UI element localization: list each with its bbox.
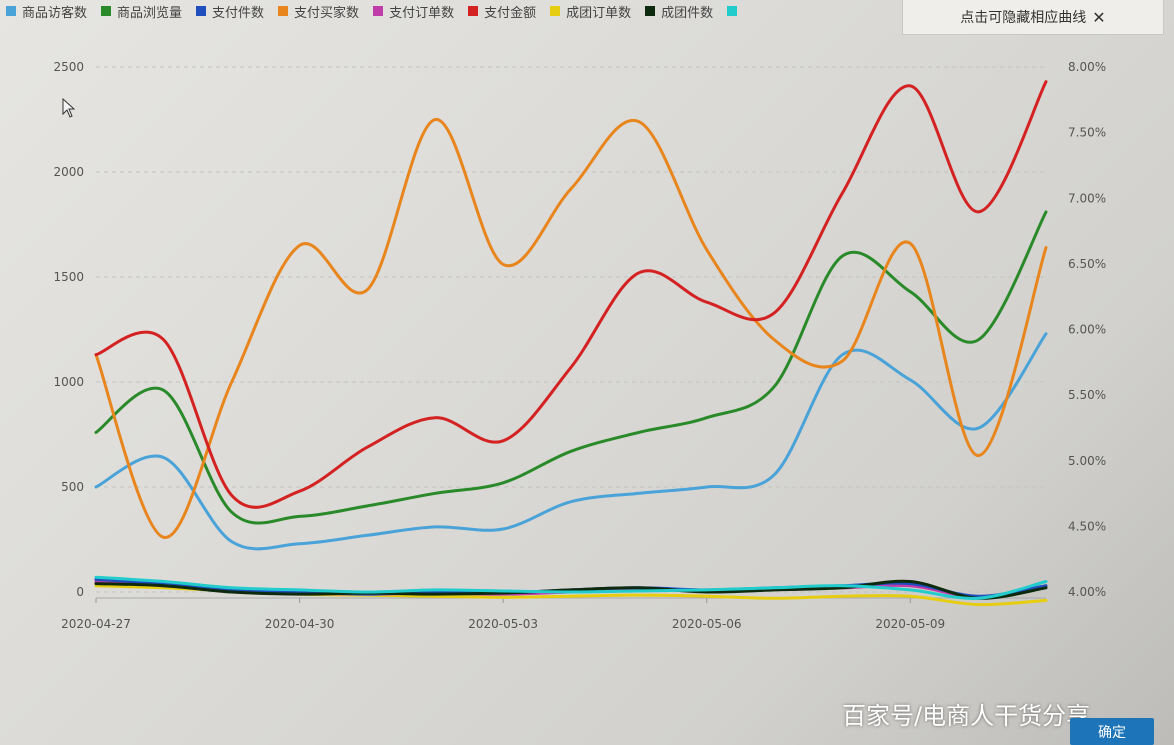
series-line: [94, 118, 1048, 539]
legend-label: 支付买家数: [294, 5, 360, 21]
y-left-tick-label: 500: [61, 480, 84, 494]
legend-swatch: [6, 6, 16, 16]
hide-curve-tip: 点击可隐藏相应曲线 ✕: [902, 0, 1164, 35]
series-line: [94, 80, 1048, 509]
series-line: [94, 332, 1048, 551]
legend-swatch: [645, 6, 656, 16]
mouse-cursor-icon: [62, 98, 76, 118]
legend-swatch: [727, 6, 738, 16]
y-right-tick-label: 8.00%: [1068, 60, 1106, 74]
y-right-tick-label: 5.00%: [1068, 454, 1106, 468]
confirm-button[interactable]: 确定: [1070, 718, 1154, 745]
x-tick-label: 2020-05-03: [468, 617, 538, 631]
legend-swatch: [468, 6, 479, 16]
close-icon[interactable]: ✕: [1092, 7, 1106, 27]
y-right-tick-label: 7.00%: [1068, 191, 1106, 205]
series-line: [94, 210, 1048, 525]
legend-label: 商品访客数: [22, 5, 88, 21]
y-left-tick-label: 1000: [53, 375, 84, 389]
legend-item[interactable]: 支付件数: [196, 2, 264, 21]
legend-item[interactable]: 成团件数: [645, 2, 713, 21]
series-line: [94, 579, 1048, 600]
y-right-tick-label: 4.00%: [1068, 585, 1106, 599]
legend-label: 支付订单数: [389, 5, 455, 21]
x-tick-label: 2020-04-30: [265, 617, 335, 631]
legend-swatch: [373, 6, 384, 16]
legend-swatch: [550, 6, 561, 16]
y-right-tick-label: 6.00%: [1068, 323, 1106, 337]
legend-item[interactable]: 支付订单数: [373, 2, 454, 21]
legend-label: 成团订单数: [566, 5, 632, 21]
legend-item[interactable]: 商品访客数: [6, 2, 87, 21]
x-tick-label: 2020-04-27: [61, 617, 131, 631]
y-right-tick-label: 7.50%: [1068, 126, 1106, 140]
x-tick-label: 2020-05-06: [672, 617, 742, 631]
y-right-tick-label: 6.50%: [1068, 257, 1106, 271]
x-tick-label: 2020-05-09: [875, 617, 945, 631]
legend-swatch: [196, 6, 207, 16]
y-left-tick-label: 2000: [53, 165, 84, 179]
legend-label: 成团件数: [661, 5, 714, 21]
series-line: [94, 575, 1048, 600]
legend-swatch: [278, 6, 289, 16]
legend-item[interactable]: 支付买家数: [278, 2, 359, 21]
legend-label: 支付件数: [212, 5, 265, 21]
y-left-tick-label: 1500: [53, 270, 84, 284]
y-left-tick-label: 2500: [53, 60, 84, 74]
legend-item[interactable]: 成团订单数: [550, 2, 631, 21]
legend-swatch: [101, 6, 112, 16]
chart-legend: 商品访客数 商品浏览量 支付件数 支付买家数 支付订单数 支付金额 成团订单数 成团件数: [0, 0, 906, 22]
watermark: 百家号/电商人干货分享: [842, 702, 1091, 730]
legend-item[interactable]: [727, 6, 743, 16]
legend-item[interactable]: 商品浏览量: [101, 2, 182, 21]
legend-label: 支付金额: [484, 5, 537, 21]
hide-tip-label: 点击可隐藏相应曲线: [960, 10, 1087, 26]
legend-label: 商品浏览量: [117, 5, 183, 21]
legend-item[interactable]: 支付金额: [468, 2, 536, 21]
y-right-tick-label: 4.50%: [1068, 519, 1106, 533]
y-right-tick-label: 5.50%: [1068, 388, 1106, 402]
y-left-tick-label: 0: [76, 585, 84, 599]
